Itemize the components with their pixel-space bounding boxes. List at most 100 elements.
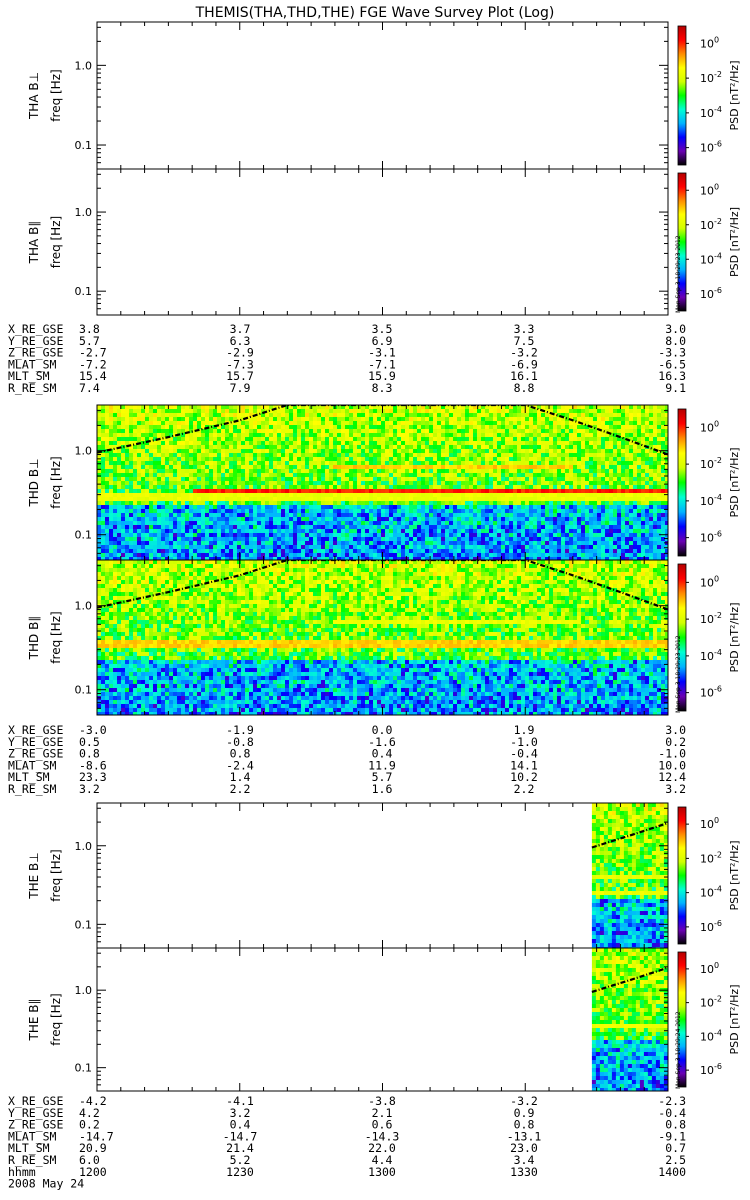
orbit-value: -8.6: [79, 758, 107, 772]
figure-title: THEMIS(THA,THD,THE) FGE Wave Survey Plot…: [195, 5, 555, 21]
orbit-value: 15.9: [368, 369, 396, 383]
colorbar-tick-label: 10-2: [700, 456, 722, 471]
orbit-value: 3.8: [79, 322, 100, 336]
colorbar-tick-label: 10-2: [700, 995, 722, 1010]
y-axis-unit-label: freq [Hz]: [49, 993, 63, 1045]
panel-label: THE B∥: [27, 999, 41, 1042]
orbit-value: 14.1: [510, 758, 538, 772]
y-tick-label: 0.1: [75, 918, 93, 931]
orbit-row-label: MLAT_SM: [8, 357, 57, 371]
orbit-row-label: MLT_SM: [8, 770, 50, 784]
orbit-value: -3.8: [368, 1094, 396, 1108]
orbit-value: 12.4: [658, 770, 686, 784]
orbit-value: 3.5: [372, 322, 393, 336]
y-tick-label: 1.0: [75, 59, 93, 72]
colorbar: [677, 951, 687, 1088]
orbit-value: -14.3: [365, 1129, 400, 1143]
orbit-value: 16.3: [658, 369, 686, 383]
orbit-value: 3.2: [79, 782, 100, 796]
orbit-value: -6.5: [658, 357, 686, 371]
colorbar-tick-label: 10-4: [700, 1028, 722, 1043]
orbit-value: 10.2: [510, 770, 538, 784]
cyclotron-frequency-line: [591, 821, 668, 849]
orbit-value: 22.0: [368, 1141, 396, 1155]
colorbar-tick-label: 100: [700, 574, 719, 589]
orbit-value: 21.4: [226, 1141, 254, 1155]
orbit-value: 2.2: [514, 782, 535, 796]
orbit-value: 16.1: [510, 369, 538, 383]
orbit-row-label: Y_RE_GSE: [8, 334, 63, 348]
orbit-value: 2.2: [230, 782, 251, 796]
orbit-value: 1.6: [372, 782, 393, 796]
orbit-value: 0.8: [665, 1118, 686, 1132]
colorbar-tick-label: 10-4: [700, 105, 722, 120]
orbit-value: 0.4: [372, 747, 393, 761]
orbit-value: 3.0: [665, 322, 686, 336]
orbit-value: 3.0: [665, 723, 686, 737]
orbit-value: 3.7: [230, 322, 251, 336]
orbit-value: 6.3: [230, 334, 251, 348]
y-tick-label: 1.0: [75, 840, 93, 853]
orbit-value: 20.9: [79, 1141, 107, 1155]
orbit-value: 1.9: [514, 723, 535, 737]
colorbar: [677, 172, 687, 312]
orbit-value: 8.8: [514, 381, 535, 395]
orbit-value: 5.7: [372, 770, 393, 784]
time-tick-label: 1230: [226, 1165, 254, 1179]
orbit-value: 0.8: [230, 747, 251, 761]
colorbar-tick-label: 10-4: [700, 885, 722, 900]
colorbar-tick-label: 10-2: [700, 217, 722, 232]
colorbar-label: PSD [nT²/Hz]: [728, 840, 741, 910]
orbit-value: 2.5: [665, 1153, 686, 1167]
plot-timestamp: Mon Sep 3 18:29:23 2012: [675, 635, 682, 713]
colorbar: [677, 563, 687, 712]
y-axis-unit-label: freq [Hz]: [49, 216, 63, 268]
orbit-value: -3.0: [79, 723, 107, 737]
orbit-value: 5.2: [230, 1153, 251, 1167]
orbit-value: -3.3: [658, 346, 686, 360]
orbit-row-label: X_RE_GSE: [8, 1094, 63, 1108]
orbit-value: 0.2: [665, 735, 686, 749]
orbit-value: -14.7: [79, 1129, 114, 1143]
orbit-row-label: R_RE_SM: [8, 1153, 57, 1167]
orbit-value: -0.8: [226, 735, 254, 749]
orbit-value: -0.4: [658, 1106, 686, 1120]
orbit-value: 7.5: [514, 334, 535, 348]
colorbar-tick-label: 10-4: [700, 493, 722, 508]
colorbar-tick-label: 10-6: [700, 286, 722, 301]
orbit-value: -2.4: [226, 758, 254, 772]
colorbar-tick-label: 10-6: [700, 140, 722, 155]
orbit-row-label: MLAT_SM: [8, 758, 57, 772]
colorbar-tick-label: 10-2: [700, 850, 722, 865]
orbit-value: 3.3: [514, 322, 535, 336]
orbit-value: 6.0: [79, 1153, 100, 1167]
y-tick-label: 0.1: [75, 529, 93, 542]
orbit-value: -3.2: [510, 346, 538, 360]
orbit-value: -6.9: [510, 357, 538, 371]
time-tick-label: 1200: [79, 1165, 107, 1179]
date-label: 2008 May 24: [8, 1177, 84, 1191]
orbit-value: 8.0: [665, 334, 686, 348]
colorbar-label: PSD [nT²/Hz]: [728, 602, 741, 672]
orbit-value: 2.1: [372, 1106, 393, 1120]
orbit-value: 8.3: [372, 381, 393, 395]
colorbar-tick-label: 100: [700, 961, 719, 976]
panel-label: THA B⊥: [27, 72, 41, 120]
colorbar-tick-label: 10-4: [700, 251, 722, 266]
orbit-value: -1.0: [658, 747, 686, 761]
orbit-row-label: R_RE_SM: [8, 381, 57, 395]
y-tick-label: 1.0: [75, 445, 93, 458]
orbit-table: X_RE_GSE -4.2 -4.1 -3.8 -3.2 -2.3 Y_RE_GSE 4.2 3…: [8, 1094, 686, 1167]
colorbar-tick-label: 10-6: [700, 1062, 722, 1077]
orbit-value: 23.3: [79, 770, 107, 784]
orbit-value: -1.0: [510, 735, 538, 749]
cyclotron-frequency-line: [591, 966, 668, 993]
orbit-value: 0.8: [79, 747, 100, 761]
panel-label: THA B∥: [27, 221, 41, 265]
orbit-row-label: Z_RE_GSE: [8, 346, 63, 360]
orbit-row-label: Z_RE_GSE: [8, 1118, 63, 1132]
orbit-value: 11.9: [368, 758, 396, 772]
orbit-value: -7.3: [226, 357, 254, 371]
spectrogram-panel: 0.1 1.0 THE B∥ freq [Hz] 100 10-2 10-4 10-6 PSD …: [27, 947, 741, 1092]
